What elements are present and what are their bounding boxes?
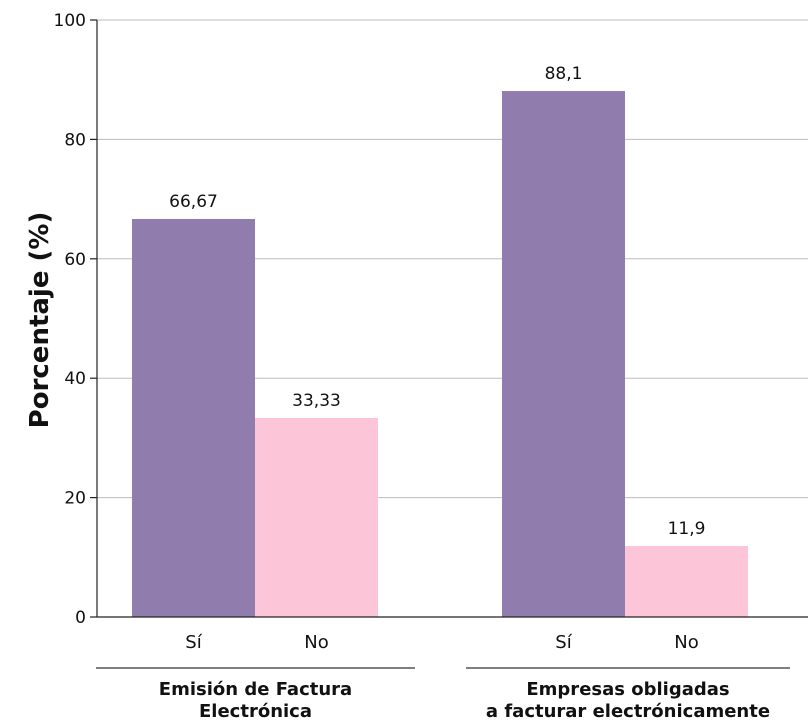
y-tick-label-100: 100 [54, 11, 86, 31]
y-tick-label-60: 60 [64, 250, 86, 270]
y-tick-label-80: 80 [64, 130, 86, 150]
category-label-1-1: No [674, 632, 698, 653]
bar-value-label-1-1: 11,9 [668, 519, 706, 539]
group-label-0-line-1: Electrónica [199, 701, 312, 722]
y-tick-label-40: 40 [64, 369, 86, 389]
labels: 0 20 40 60 80 100 66,67 Sí 33,33 No Emisión de Fac… [54, 11, 771, 722]
category-label-0-0: Sí [185, 632, 202, 653]
y-tick-label-0: 0 [75, 608, 86, 628]
group-label-1-line-1: a facturar electrónicamente [486, 701, 770, 722]
group-label-0-line-0: Emisión de Factura [159, 679, 352, 700]
bar-value-label-0-1: 33,33 [292, 391, 341, 411]
category-label-1-0: Sí [555, 632, 572, 653]
bar-1-0 [502, 91, 625, 618]
bar-value-label-0-0: 66,67 [169, 192, 218, 212]
bar-1-1 [625, 545, 748, 617]
bars [132, 91, 748, 618]
bar-0-0 [132, 218, 255, 617]
bar-0-1 [255, 418, 378, 617]
y-tick-label-20: 20 [64, 489, 86, 509]
y-axis-title: Porcentaje (%) [25, 212, 55, 429]
category-label-0-1: No [304, 632, 328, 653]
group-label-1-line-0: Empresas obligadas [526, 679, 729, 700]
axes [90, 19, 808, 669]
bar-value-label-1-0: 88,1 [545, 64, 583, 84]
